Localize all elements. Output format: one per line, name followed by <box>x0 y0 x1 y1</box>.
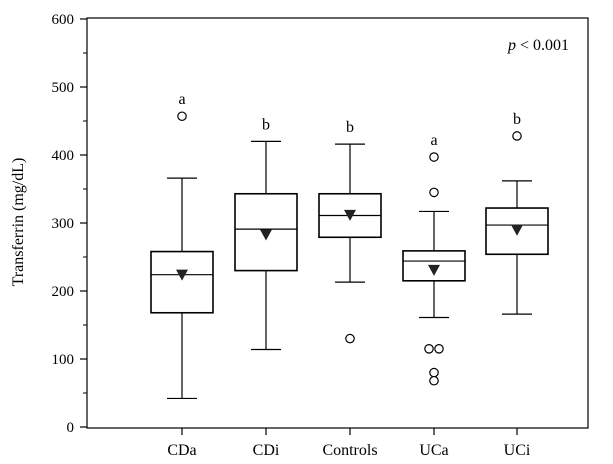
x-tick-label: CDi <box>253 442 280 459</box>
outlier-point <box>429 152 439 162</box>
y-tick-label: 100 <box>52 352 75 368</box>
y-tick-label: 0 <box>67 420 75 436</box>
outlier-point <box>434 343 444 354</box>
mean-marker <box>511 224 523 236</box>
box-iqr <box>150 250 214 314</box>
mean-marker <box>428 264 440 276</box>
outlier-point <box>429 187 439 198</box>
group-letter: b <box>513 111 521 128</box>
box-uci: b <box>485 111 549 315</box>
y-tick-label: 500 <box>52 80 75 96</box>
p-value-annotation: p < 0.001 <box>507 37 569 54</box>
y-tick-label: 400 <box>52 148 75 164</box>
outlier-point <box>177 111 187 122</box>
outlier-point <box>424 343 434 354</box>
y-tick-label: 300 <box>52 216 75 232</box>
group-letter: b <box>346 119 354 136</box>
group-letter: b <box>262 116 270 133</box>
outlier-point <box>512 131 522 141</box>
mean-marker <box>176 269 188 281</box>
x-tick-label: Controls <box>322 442 377 459</box>
outlier-point <box>345 333 355 344</box>
y-axis-label: Transferrin (mg/dL) <box>10 158 27 287</box>
p-value-text: < 0.001 <box>516 37 569 54</box>
group-letter: a <box>430 132 437 149</box>
outlier-point <box>429 375 439 386</box>
y-tick-label: 600 <box>52 12 75 28</box>
x-tick-label: UCa <box>419 442 448 459</box>
p-value-symbol: p <box>507 37 516 54</box>
x-tick-label: CDa <box>167 442 196 459</box>
outlier-point <box>429 367 439 378</box>
box-controls: b <box>318 119 382 344</box>
box-group: a b b a b <box>150 91 549 400</box>
x-tick-label: UCi <box>504 442 531 459</box>
mean-marker <box>260 229 272 241</box>
group-letter: a <box>178 91 185 108</box>
axes: 0 100 200 300 400 500 600 CDa CDi Controls UCa UCi <box>52 12 589 459</box>
y-tick-label: 200 <box>52 284 75 300</box>
mean-marker <box>344 209 356 221</box>
box-cdi: b <box>234 116 298 351</box>
box-uca: a <box>402 132 466 386</box>
box-cda: a <box>150 91 214 400</box>
